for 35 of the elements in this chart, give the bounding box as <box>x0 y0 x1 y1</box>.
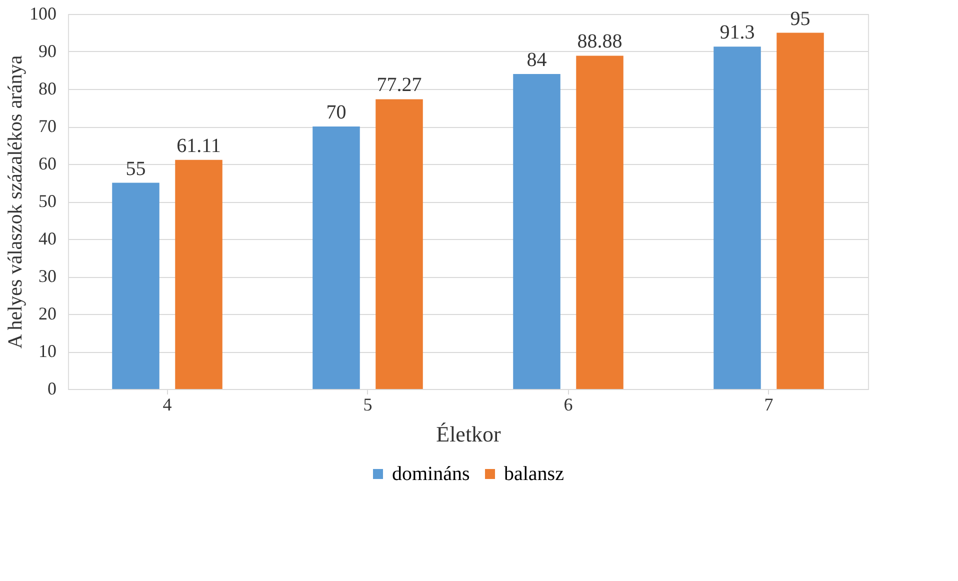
bar <box>112 182 160 389</box>
y-tick-label: 0 <box>48 378 56 398</box>
data-label: 70 <box>326 102 346 124</box>
y-tick-label: 70 <box>38 116 56 136</box>
data-label: 61.11 <box>176 134 221 157</box>
data-label: 55 <box>126 158 146 180</box>
y-tick-label: 10 <box>38 341 56 361</box>
bar <box>513 74 560 389</box>
data-label: 91.3 <box>720 22 755 44</box>
bar <box>714 46 761 389</box>
y-tick-label: 80 <box>38 78 56 98</box>
bar <box>376 99 423 389</box>
bar <box>312 126 360 389</box>
y-tick-label: 60 <box>38 154 56 174</box>
y-tick-label: 90 <box>38 41 56 61</box>
y-tick-label: 40 <box>38 228 56 248</box>
x-tick-label: 4 <box>162 394 172 414</box>
y-tick-label: 100 <box>30 4 56 24</box>
x-axis-title: Életkor <box>436 422 502 446</box>
y-tick-label: 30 <box>38 266 56 286</box>
data-label: 88.88 <box>577 30 622 53</box>
bar <box>576 56 624 389</box>
legend-label: domináns <box>392 463 470 485</box>
y-axis-title: A helyes válaszok százalékos aránya <box>4 55 26 349</box>
x-tick-label: 7 <box>764 394 774 414</box>
data-label: 84 <box>526 49 547 71</box>
y-tick-label: 50 <box>38 191 56 211</box>
bar <box>175 160 222 389</box>
x-tick-label: 5 <box>363 394 372 414</box>
legend-label: balansz <box>504 463 564 485</box>
y-tick-label: 20 <box>38 304 56 324</box>
x-tick-label: 6 <box>564 394 573 414</box>
bar <box>776 32 824 389</box>
data-label: 77.27 <box>376 74 422 96</box>
data-label: 95 <box>790 8 810 30</box>
